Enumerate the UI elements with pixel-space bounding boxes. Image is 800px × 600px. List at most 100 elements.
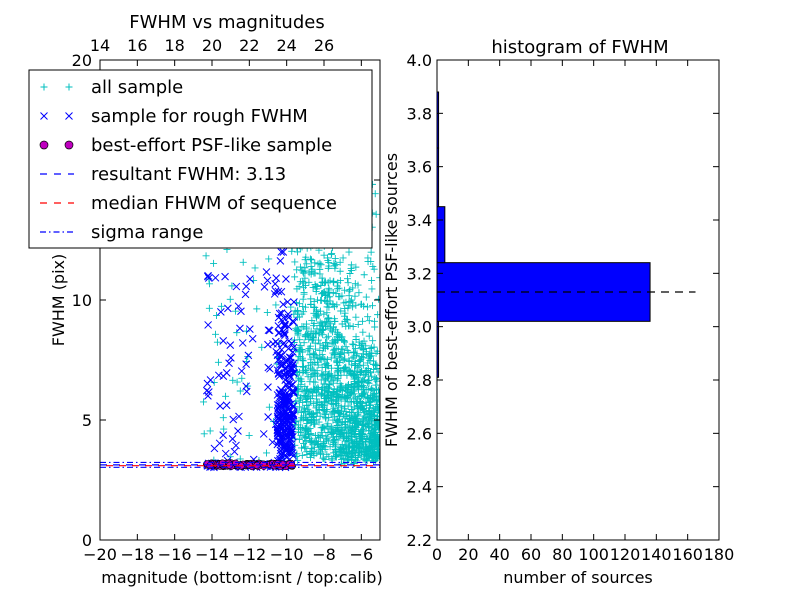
scatter-point-all-sample — [345, 380, 353, 388]
scatter-point-all-sample — [367, 248, 375, 256]
scatter-point-all-sample — [333, 357, 341, 365]
scatter-point-rough-sample — [277, 361, 286, 369]
scatter-point-rough-sample — [284, 310, 292, 318]
scatter-top-tick-label: 14 — [90, 36, 110, 55]
scatter-point-all-sample — [371, 445, 379, 453]
scatter-top-tick-label: 24 — [276, 36, 296, 55]
scatter-point-all-sample — [365, 424, 373, 432]
scatter-point-all-sample — [346, 322, 354, 330]
scatter-point-all-sample — [291, 273, 299, 281]
scatter-point-all-sample — [369, 457, 377, 465]
scatter-point-all-sample — [305, 278, 313, 286]
scatter-point-all-sample — [375, 407, 380, 415]
scatter-point-all-sample — [339, 434, 347, 442]
scatter-point-rough-sample — [216, 402, 224, 410]
scatter-point-all-sample — [202, 252, 210, 260]
scatter-title: FWHM vs magnitudes — [129, 12, 324, 33]
scatter-point-all-sample — [312, 345, 320, 353]
scatter-point-rough-sample — [277, 352, 286, 360]
scatter-point-all-sample — [345, 357, 353, 365]
scatter-point-rough-sample — [222, 401, 231, 410]
scatter-point-all-sample — [214, 358, 222, 366]
scatter-point-all-sample — [219, 414, 227, 422]
scatter-point-all-sample — [324, 362, 332, 370]
scatter-point-all-sample — [311, 443, 319, 451]
scatter-point-all-sample — [313, 282, 321, 290]
scatter-point-all-sample — [361, 413, 369, 421]
scatter-point-all-sample — [300, 290, 308, 298]
scatter-point-all-sample — [369, 386, 377, 394]
scatter-point-all-sample — [251, 264, 259, 272]
scatter-point-all-sample — [317, 424, 325, 432]
scatter-point-all-sample — [325, 259, 333, 267]
scatter-point-all-sample — [372, 361, 380, 369]
scatter-point-all-sample — [358, 420, 366, 428]
scatter-point-all-sample — [322, 339, 330, 347]
scatter-y-tick-label: 10 — [72, 291, 92, 310]
scatter-point-all-sample — [297, 393, 305, 401]
scatter-point-rough-sample — [206, 376, 215, 384]
scatter-point-rough-sample — [277, 309, 286, 317]
scatter-point-all-sample — [306, 438, 314, 446]
scatter-point-all-sample — [299, 399, 307, 407]
scatter-point-all-sample — [318, 401, 326, 409]
scatter-point-all-sample — [317, 281, 325, 289]
histogram-bar — [436, 262, 651, 322]
scatter-point-all-sample — [213, 338, 221, 346]
scatter-point-rough-sample — [242, 282, 251, 291]
scatter-point-all-sample — [342, 395, 350, 403]
scatter-point-all-sample — [319, 325, 327, 333]
scatter-point-all-sample — [316, 265, 324, 273]
scatter-point-all-sample — [303, 260, 311, 268]
scatter-point-rough-sample — [273, 412, 282, 421]
scatter-point-all-sample — [324, 264, 332, 272]
histogram-bar — [436, 206, 446, 264]
scatter-point-all-sample — [233, 378, 241, 386]
scatter-point-all-sample — [210, 378, 218, 386]
scatter-point-all-sample — [263, 449, 271, 457]
scatter-point-all-sample — [367, 352, 375, 360]
scatter-point-rough-sample — [246, 325, 254, 334]
scatter-point-all-sample — [353, 443, 361, 451]
scatter-point-rough-sample — [285, 371, 294, 380]
scatter-point-all-sample — [359, 361, 367, 369]
scatter-point-all-sample — [336, 449, 344, 457]
scatter-point-all-sample — [265, 255, 273, 263]
scatter-point-rough-sample — [276, 360, 285, 369]
scatter-point-all-sample — [359, 376, 367, 384]
scatter-point-all-sample — [343, 371, 351, 379]
scatter-point-all-sample — [228, 282, 236, 290]
scatter-point-all-sample — [344, 279, 352, 287]
scatter-point-all-sample — [352, 423, 360, 431]
scatter-point-all-sample — [327, 354, 335, 362]
scatter-point-all-sample — [348, 267, 355, 275]
scatter-point-rough-sample — [274, 313, 283, 322]
scatter-point-all-sample — [349, 323, 357, 331]
scatter-point-all-sample — [325, 289, 333, 297]
legend-symbol-psf-like — [64, 140, 74, 150]
scatter-point-rough-sample — [281, 440, 290, 448]
scatter-point-all-sample — [346, 412, 354, 420]
scatter-point-all-sample — [344, 443, 352, 451]
scatter-point-all-sample — [297, 341, 305, 349]
scatter-point-all-sample — [321, 364, 329, 372]
scatter-point-rough-sample — [288, 427, 297, 436]
scatter-point-all-sample — [326, 381, 334, 389]
scatter-point-all-sample — [316, 412, 324, 420]
scatter-point-all-sample — [301, 443, 309, 451]
scatter-point-all-sample — [354, 412, 362, 420]
scatter-point-all-sample — [354, 281, 362, 289]
scatter-point-all-sample — [336, 410, 344, 418]
scatter-point-all-sample — [343, 429, 351, 437]
scatter-point-all-sample — [311, 259, 319, 267]
legend-label-rough-fwhm: sample for rough FWHM — [91, 106, 308, 127]
scatter-point-all-sample — [334, 397, 342, 405]
scatter-point-all-sample — [331, 318, 339, 326]
scatter-point-all-sample — [333, 422, 341, 430]
scatter-point-rough-sample — [242, 360, 251, 368]
scatter-point-all-sample — [333, 433, 341, 441]
scatter-point-all-sample — [300, 308, 308, 316]
scatter-point-all-sample — [200, 430, 208, 438]
scatter-point-all-sample — [351, 417, 359, 425]
scatter-point-all-sample — [370, 417, 378, 425]
